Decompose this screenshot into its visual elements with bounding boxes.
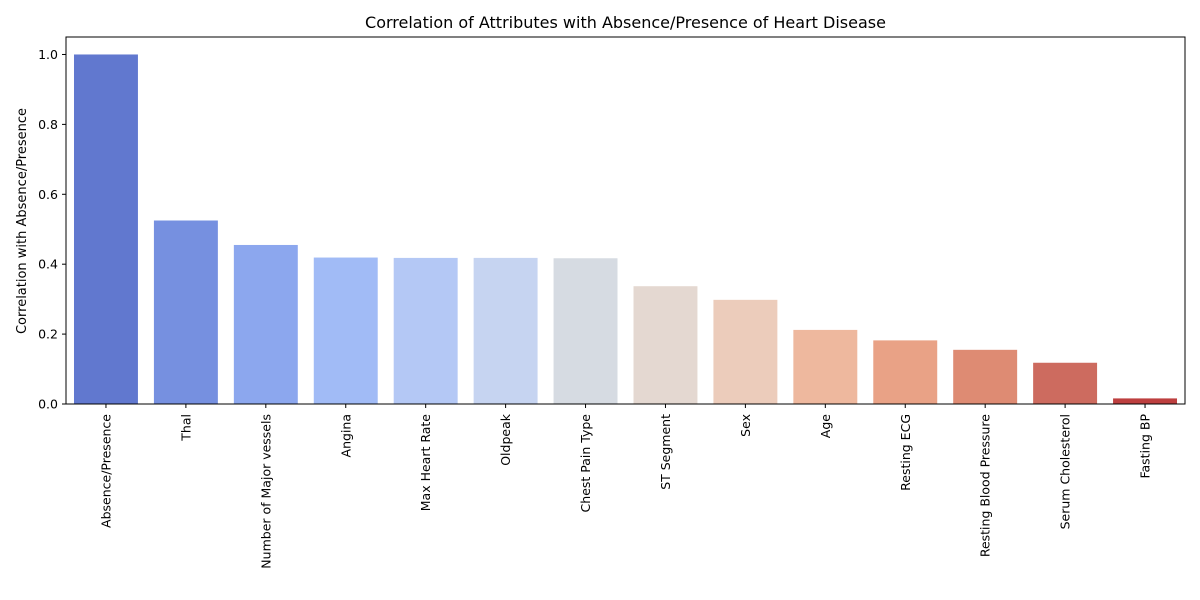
y-tick-label: 0.8: [38, 117, 58, 132]
bar: [393, 257, 458, 404]
y-tick-label: 0.2: [38, 327, 58, 342]
bar: [233, 244, 298, 404]
bar: [553, 258, 618, 404]
x-tick-label: Chest Pain Type: [578, 414, 593, 513]
axes-frame: [65, 36, 1186, 405]
y-tick-label: 0.4: [38, 257, 58, 272]
x-tick-label: Serum Cholesterol: [1058, 414, 1073, 529]
bar: [873, 340, 938, 404]
bar: [473, 257, 538, 404]
x-tick-label: Age: [818, 414, 833, 438]
x-tick-label: Number of Major vessels: [258, 414, 273, 569]
bar: [633, 286, 698, 404]
chart-title: Correlation of Attributes with Absence/P…: [365, 13, 886, 32]
bar: [1033, 362, 1098, 404]
x-tick-label: Sex: [738, 414, 753, 437]
bar: [73, 54, 138, 404]
x-tick-label: Oldpeak: [498, 413, 513, 466]
x-tick-label: Thal: [178, 414, 193, 442]
x-tick-label: Resting ECG: [898, 414, 913, 491]
bar: [953, 349, 1018, 404]
bar: [1113, 398, 1178, 404]
x-tick-label: Max Heart Rate: [418, 414, 433, 512]
x-tick-label: Fasting BP: [1138, 414, 1153, 479]
y-tick-label: 1.0: [38, 47, 58, 62]
plot-area: 0.0 0.2 0.4 0.6 0.8 1.0 Absence/Presence Thal Nu…: [38, 36, 1186, 569]
x-tick-label: ST Segment: [658, 414, 673, 490]
y-tick-label: 0.6: [38, 187, 58, 202]
x-tick-label: Resting Blood Pressure: [978, 414, 993, 557]
bar: [713, 299, 778, 404]
x-tick-label: Angina: [338, 414, 353, 457]
y-axis-label: Correlation with Absence/Presence: [15, 108, 30, 334]
bar: [793, 329, 858, 404]
x-tick-label: Absence/Presence: [98, 414, 113, 528]
bar: [153, 220, 218, 404]
bar: [313, 257, 378, 404]
y-tick-label: 0.0: [38, 397, 58, 412]
